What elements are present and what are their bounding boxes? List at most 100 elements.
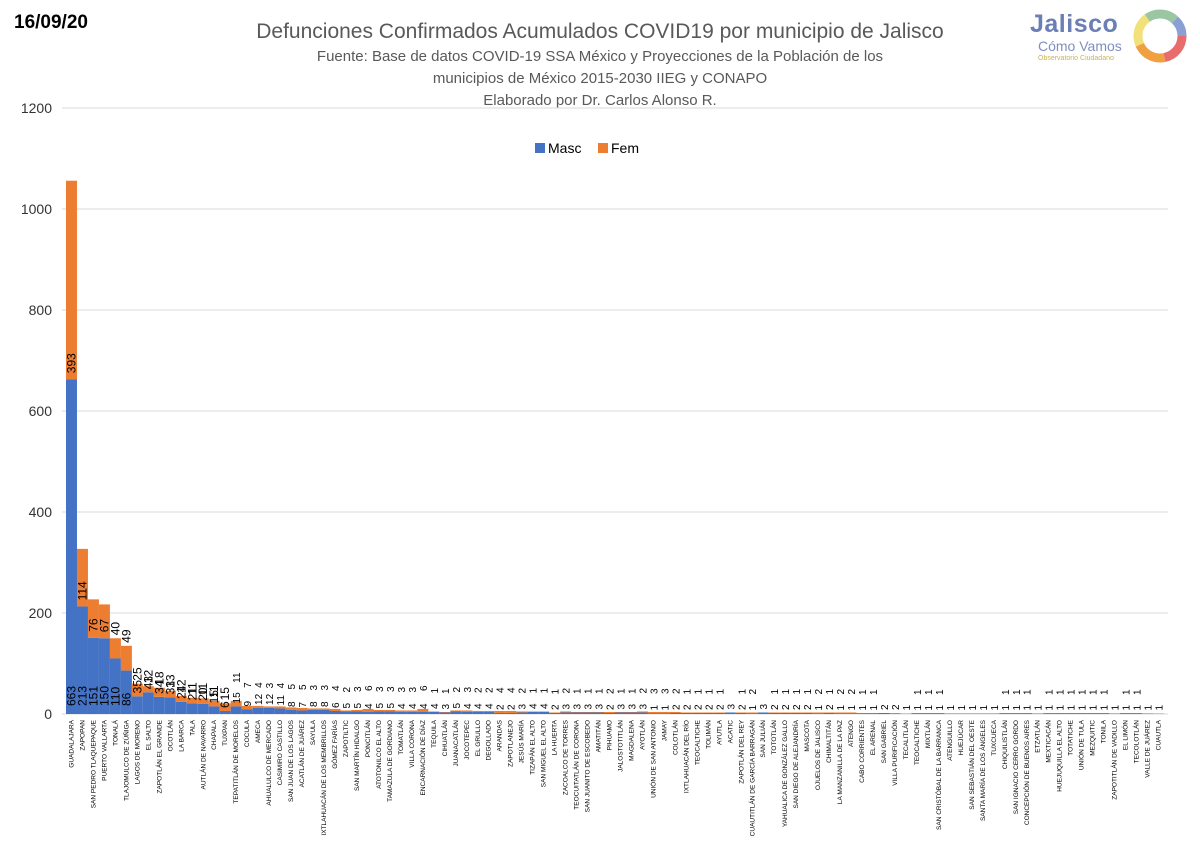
bar-masc (87, 637, 99, 714)
data-label-fem: 1 (1089, 689, 1100, 695)
data-label-fem: 2 (748, 688, 759, 694)
bar-fem (296, 707, 308, 711)
bar-masc (977, 713, 989, 714)
x-tick-label: IXTLAHUACÁN DE LOS MEMBRILLOS (319, 719, 328, 835)
bar-fem (571, 711, 583, 713)
x-tick-label: SAN PEDRO TLAQUEPAQUE (90, 719, 97, 808)
bar-masc (120, 670, 132, 714)
data-label-fem: 11 (196, 683, 210, 696)
data-label-fem: 4 (507, 687, 518, 693)
bar-masc (208, 706, 220, 714)
logo-name: Jalisco (1030, 10, 1119, 38)
data-label-fem: 3 (660, 688, 671, 694)
bar-masc (186, 703, 198, 714)
data-label-fem: 1 (1067, 689, 1078, 695)
data-label-masc: 1 (836, 704, 847, 710)
bar-masc (428, 711, 440, 714)
bar-fem (197, 698, 209, 704)
x-tick-label: TOTATICHE (1068, 719, 1075, 755)
data-label-masc: 151 (86, 686, 100, 706)
data-label-fem: 2 (814, 688, 825, 694)
data-label-masc: 2 (704, 704, 715, 710)
data-label-masc: 1 (1100, 704, 1111, 710)
data-label-masc: 3 (573, 703, 584, 709)
bar-fem (318, 708, 330, 710)
data-label-masc: 1 (1078, 704, 1089, 710)
x-tick-label: COLOTLÁN (670, 720, 679, 755)
data-label-masc: 4 (430, 703, 441, 709)
bar-masc (845, 713, 857, 714)
bar-masc (878, 712, 890, 714)
data-label-fem: 2 (518, 687, 529, 693)
bar-fem (109, 638, 121, 659)
y-tick-label: 200 (29, 605, 53, 621)
date-label: 16/09/20 (14, 12, 88, 33)
data-label-masc: 7 (298, 701, 309, 707)
x-tick-label: PUERTO VALLARTA (101, 719, 108, 780)
data-label-fem: 1 (573, 688, 584, 694)
bar-fem (1076, 712, 1088, 714)
bar-masc (406, 711, 418, 714)
bar-masc (702, 712, 714, 714)
bar-fem (911, 712, 923, 714)
data-label-masc: 3 (584, 703, 595, 709)
bar-masc (274, 708, 286, 714)
bar-masc (494, 712, 506, 714)
data-label-masc: 11 (276, 695, 287, 706)
x-tick-label: CONCEPCIÓN DE BUENOS AIRES (1022, 719, 1031, 825)
data-label-masc: 20 (196, 687, 210, 701)
data-label-fem: 1 (924, 689, 935, 695)
x-tick-label: SAN IGNACIO CERRO GORDO (1013, 720, 1020, 814)
bar-masc (241, 709, 253, 714)
bar-masc (1054, 713, 1066, 714)
bar-fem (274, 706, 286, 709)
x-tick-label: UNIÓN DE SAN ANTONIO (648, 720, 657, 798)
bar-masc (373, 711, 385, 714)
x-tick-label: SAN JUAN DE LOS LAGOS (288, 719, 295, 802)
x-tick-label: TECALITLÁN (901, 720, 910, 760)
bar-fem (615, 711, 626, 713)
bar-fem (142, 686, 154, 693)
jalisco-como-vamos-logo: Jalisco Cómo Vamos Observatorio Ciudadan… (1030, 8, 1190, 68)
bar-fem (933, 712, 945, 714)
data-label-fem: 2 (836, 688, 847, 694)
data-label-masc: 2 (715, 704, 726, 710)
data-label-fem: 1 (913, 689, 924, 695)
x-tick-label: SAN JULIÁN (758, 720, 767, 758)
x-tick-label: SAYULA (310, 719, 317, 745)
y-tick-label: 800 (29, 302, 53, 318)
data-label-fem: 393 (64, 353, 78, 373)
data-label-masc: 1 (847, 704, 858, 710)
data-label-masc: 2 (693, 704, 704, 710)
data-label-masc: 2 (671, 704, 682, 710)
bar-fem (384, 709, 396, 712)
logo-ring-icon (1133, 9, 1187, 63)
bar-masc (724, 712, 736, 714)
bar-masc (615, 712, 626, 714)
data-label-fem: 4 (276, 682, 287, 688)
bar-masc (999, 713, 1011, 714)
bar-fem (516, 711, 528, 713)
bar-fem (1087, 712, 1099, 714)
data-label-fem: 1 (704, 688, 715, 694)
bar-fem (1054, 712, 1066, 714)
x-tick-label: AMECA (255, 719, 262, 743)
data-label-masc: 3 (759, 703, 770, 709)
bar-masc (757, 712, 769, 714)
x-tick-label: MIXTLÁN (923, 720, 932, 748)
data-label-masc: 5 (353, 702, 364, 708)
x-tick-label: LA HUERTA (552, 719, 559, 755)
chart-subtitle-1: Fuente: Base de datos COVID-19 SSA Méxic… (316, 48, 884, 65)
data-label-masc: 2 (825, 704, 836, 710)
bar-masc (1109, 713, 1121, 714)
data-label-masc: 1 (1056, 704, 1067, 710)
bar-masc (713, 712, 725, 714)
data-label-masc: 1 (1111, 704, 1122, 710)
bar-fem (713, 712, 725, 713)
data-label-fem: 15 (218, 687, 232, 701)
data-label-masc: 4 (485, 703, 496, 709)
data-label-fem: 1 (792, 688, 803, 694)
bar-masc (197, 703, 209, 714)
data-label-masc: 4 (364, 703, 375, 709)
data-label-masc: 8 (309, 701, 320, 707)
